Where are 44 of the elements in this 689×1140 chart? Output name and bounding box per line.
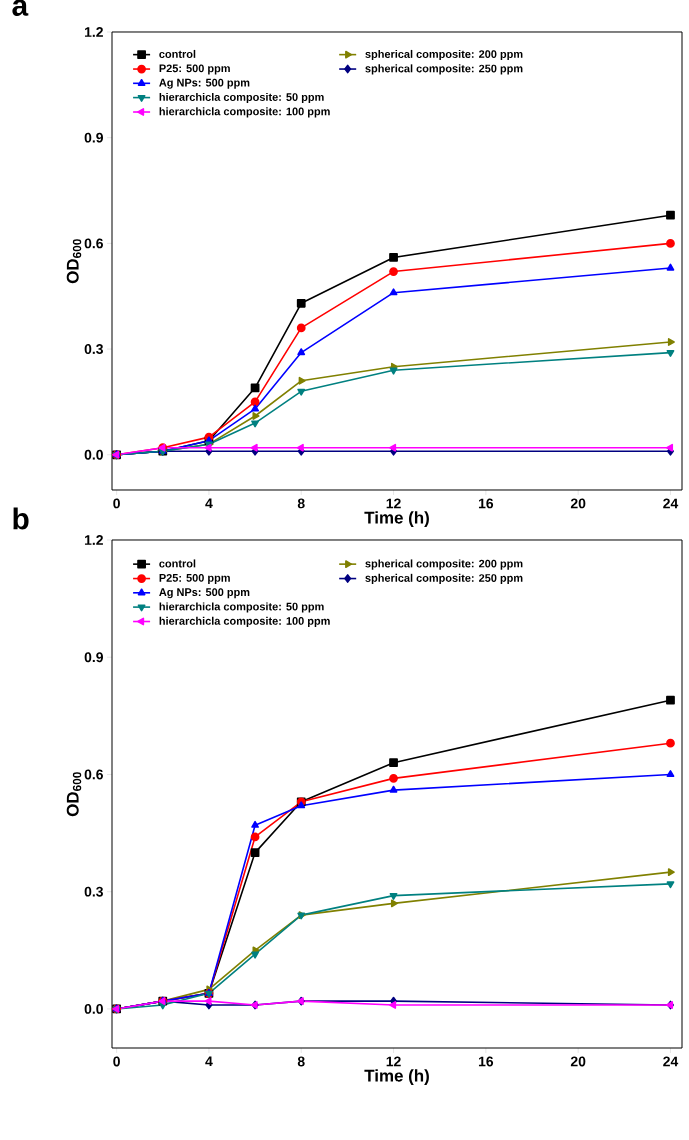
legend-label: spherical composite: 250 ppm: [365, 573, 523, 585]
x-tick-label: 24: [663, 1056, 679, 1067]
x-tick-label: 20: [570, 498, 586, 509]
y-tick-label: 0.3: [84, 344, 103, 355]
x-tick-label: 4: [205, 498, 213, 509]
y-axis-title: OD$_{600}$: [66, 239, 82, 284]
legend-label: control: [159, 559, 196, 568]
x-tick-label: 12: [386, 1056, 401, 1067]
x-tick-label: 12: [386, 498, 401, 509]
legend-label: spherical composite: 200 ppm: [365, 49, 523, 61]
y-tick-label: 0.9: [84, 652, 103, 663]
x-tick-label: 4: [205, 1056, 213, 1067]
text: a: [12, 0, 29, 16]
legend-label: control: [159, 49, 196, 58]
x-tick-label: 0: [113, 498, 120, 509]
y-tick-label: 1.2: [84, 535, 103, 545]
x-axis-title: Time (h): [364, 511, 429, 528]
x-tick-label: 16: [478, 498, 494, 509]
x-tick-label: 24: [663, 498, 679, 509]
x-tick-label: 20: [570, 1056, 586, 1067]
legend-label: Ag NPs: 500 ppm: [159, 588, 250, 599]
y-tick-label: 0.6: [84, 238, 103, 249]
x-tick-label: 0: [113, 1056, 120, 1067]
x-axis-title: Time (h): [364, 1069, 429, 1086]
legend-label: spherical composite: 200 ppm: [365, 559, 523, 570]
y-tick-label: 0.6: [84, 769, 103, 780]
y-tick-label: 0.3: [84, 886, 103, 897]
legend-label: hierarchicla composite: 100 ppm: [159, 107, 330, 118]
y-tick-label: 0.0: [84, 449, 103, 460]
x-tick-label: 8: [297, 498, 305, 509]
legend-label: hierarchicla composite: 50 ppm: [159, 92, 324, 104]
y-tick-label: 0.9: [84, 132, 103, 143]
x-tick-label: 16: [478, 1056, 494, 1067]
y-tick-label: 0.0: [84, 1003, 103, 1014]
x-tick-label: 8: [297, 1056, 305, 1067]
legend-label: P25: 500 ppm: [159, 64, 230, 75]
legend-label: hierarchicla composite: 50 ppm: [159, 602, 324, 613]
text: b: [13, 507, 29, 530]
y-axis-title: OD$_{600}$: [66, 772, 82, 817]
legend-label: spherical composite: 250 ppm: [365, 64, 523, 75]
y-tick-label: 1.2: [84, 27, 103, 37]
legend-label: P25: 500 ppm: [159, 573, 230, 584]
legend-label: hierarchicla composite: 100 ppm: [159, 616, 330, 627]
legend-label: Ag NPs: 500 ppm: [159, 78, 250, 89]
